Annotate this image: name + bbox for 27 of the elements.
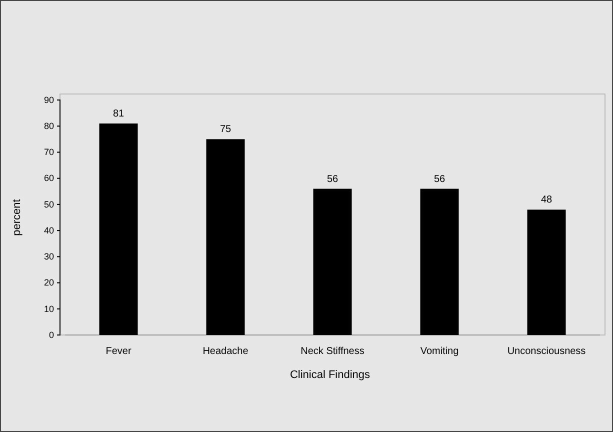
y-tick-label: 90 [44, 94, 54, 105]
y-tick-label: 80 [44, 120, 54, 131]
x-tick-label: Vomiting [420, 346, 459, 358]
x-tick-label: Headache [202, 346, 249, 358]
x-tick-label: Fever [106, 346, 132, 358]
data-label: 48 [540, 194, 552, 206]
data-label: 56 [326, 174, 338, 185]
bar [527, 210, 566, 335]
y-tick-label: 10 [44, 304, 54, 314]
bar [420, 188, 459, 335]
data-label: 56 [434, 174, 446, 185]
y-tick-label: 60 [44, 173, 54, 184]
y-tick-label: 20 [44, 278, 54, 288]
y-tick-label: 50 [44, 199, 54, 210]
y-tick-label: 30 [44, 252, 54, 262]
x-tick-label: Neck Stiffness [300, 346, 364, 358]
y-axis-title: percent [11, 199, 23, 236]
y-tick-label: 0 [48, 330, 54, 340]
bar [99, 124, 138, 335]
y-tick-label: 40 [44, 225, 54, 236]
x-axis-title: Clinical Findings [290, 369, 371, 381]
x-tick-label: Unconsciousness [507, 346, 586, 358]
bar [313, 188, 352, 335]
y-tick-label: 70 [44, 147, 54, 158]
data-label: 75 [220, 124, 232, 136]
bar [206, 139, 245, 335]
data-label: 81 [112, 108, 124, 120]
